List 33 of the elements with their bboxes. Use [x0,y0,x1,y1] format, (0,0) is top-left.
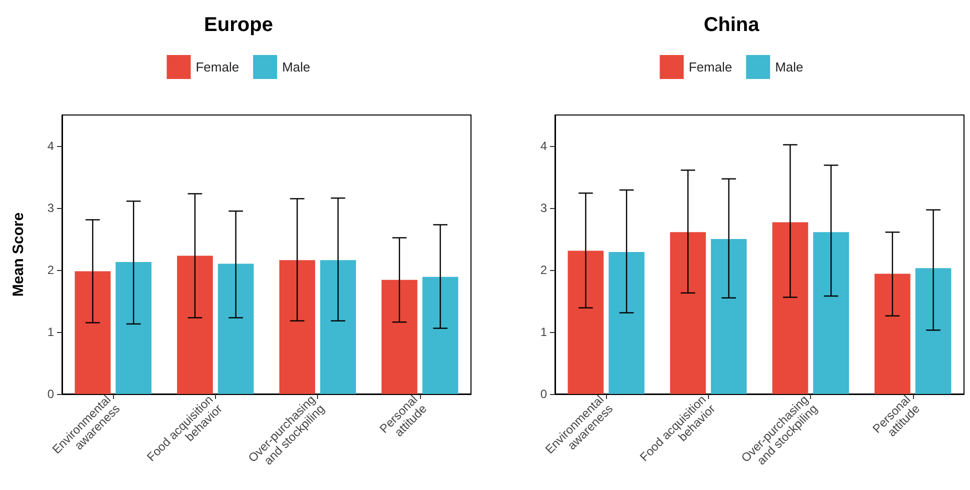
y-tick-label: 1 [47,325,54,339]
y-tick-label: 0 [540,387,548,401]
y-tick-label: 3 [540,201,548,215]
bar [116,262,152,394]
bar [874,274,910,394]
bar [218,264,254,394]
bar [813,232,849,394]
bar [74,271,111,394]
bar [422,276,458,394]
legend-label: Female [196,60,240,74]
chart-title: Europe [204,14,273,36]
bar [670,232,706,394]
bar [915,268,952,394]
y-axis-title: Mean Score [10,212,27,297]
bar [279,260,316,394]
bar [382,280,418,394]
bar [177,256,213,394]
y-tick-label: 4 [540,139,548,153]
bar [320,260,356,394]
bar [772,222,808,394]
legend-label: Male [282,60,310,74]
y-tick-label: 1 [540,325,548,339]
bar [710,239,747,394]
y-tick-label: 2 [47,263,54,277]
bar [608,252,644,394]
y-tick-label: 0 [47,387,54,401]
legend-label: Male [775,60,804,74]
y-tick-label: 4 [47,139,54,153]
y-tick-label: 3 [47,201,54,215]
bar [568,250,604,394]
chart-title: China [704,14,760,36]
legend-label: Female [688,60,732,74]
y-tick-label: 2 [540,263,548,277]
